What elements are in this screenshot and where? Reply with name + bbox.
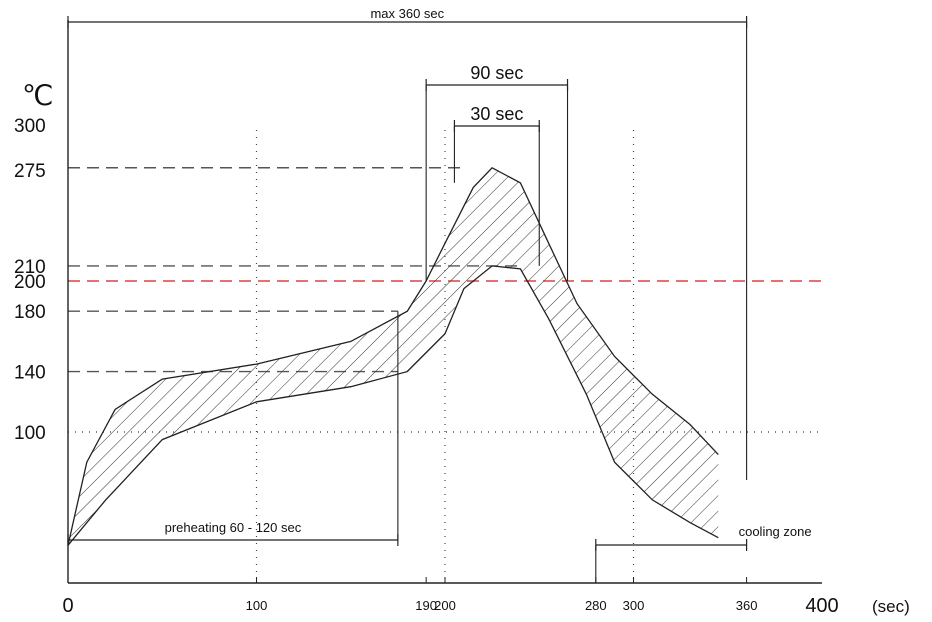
x-tick-label-300: 300 [623,598,645,613]
x-tick-label-190: 190 [415,598,437,613]
annotation-label-3: preheating 60 - 120 sec [165,520,302,535]
series-line-2 [67,265,719,546]
x-axis-unit: (sec) [872,597,910,616]
annotation-2: 30 sec [453,104,540,132]
temperature-band [68,167,719,546]
annotations: max 360 sec 90 sec 30 sec preheating 60 - 1… [67,6,812,583]
y-axis-unit: ℃ [22,80,53,111]
series-lines [67,166,719,546]
y-tick-label-200: 200 [14,272,46,293]
x-tick-label-400: 400 [805,595,838,617]
annotation-label-1: 90 sec [470,63,523,83]
annotation-3: preheating 60 - 120 sec [67,520,399,546]
annotation-0: max 360 sec [67,6,748,28]
y-tick-label-100: 100 [14,423,46,444]
series-line-1 [67,166,719,546]
y-tick-label-275: 275 [14,161,46,182]
x-tick-label-280: 280 [585,598,607,613]
x-tick-label-360: 360 [736,598,758,613]
annotation-label-0: max 360 sec [370,6,444,21]
hatched-band [68,167,719,546]
y-tick-label-210: 210 [14,257,46,278]
annotation-label-4: cooling zone [739,524,812,539]
y-tick-label-300: 300 [14,116,46,137]
annotation-1: 90 sec [425,63,569,91]
annotation-label-2: 30 sec [470,104,523,124]
x-tick-label-200: 200 [434,598,456,613]
y-tick-label-180: 180 [14,302,46,323]
y-tick-label-140: 140 [14,363,46,384]
x-tick-label-0: 0 [62,595,73,617]
x-tick-label-100: 100 [246,598,268,613]
